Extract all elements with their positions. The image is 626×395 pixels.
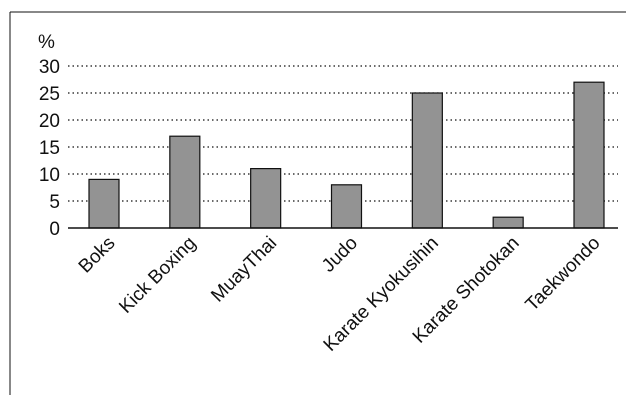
category-label: Boks bbox=[75, 233, 120, 278]
y-tick-label: 5 bbox=[49, 192, 60, 213]
category-label: Judo bbox=[318, 233, 362, 277]
bar bbox=[330, 184, 363, 229]
y-tick-label: 25 bbox=[39, 84, 60, 105]
y-tick-label: 30 bbox=[39, 57, 60, 78]
category-label: Taekwondo bbox=[522, 233, 605, 316]
y-tick-labels: 0 5 10 15 20 25 30 bbox=[39, 57, 60, 240]
gridlines bbox=[68, 65, 618, 202]
bar bbox=[169, 135, 201, 229]
y-tick-label: 0 bbox=[49, 219, 60, 240]
chart-border bbox=[9, 11, 626, 395]
bar bbox=[88, 178, 120, 229]
bar bbox=[573, 81, 605, 229]
y-tick-label: 20 bbox=[39, 111, 60, 132]
y-unit-label: % bbox=[38, 32, 55, 53]
bar bbox=[411, 92, 443, 229]
bar bbox=[250, 168, 282, 229]
category-label: Kick Boxing bbox=[115, 233, 200, 318]
y-tick-label: 15 bbox=[39, 138, 60, 159]
category-label: MuayThai bbox=[207, 233, 281, 307]
y-tick-label: 10 bbox=[39, 165, 60, 186]
bars bbox=[88, 81, 605, 229]
bar bbox=[492, 216, 524, 229]
